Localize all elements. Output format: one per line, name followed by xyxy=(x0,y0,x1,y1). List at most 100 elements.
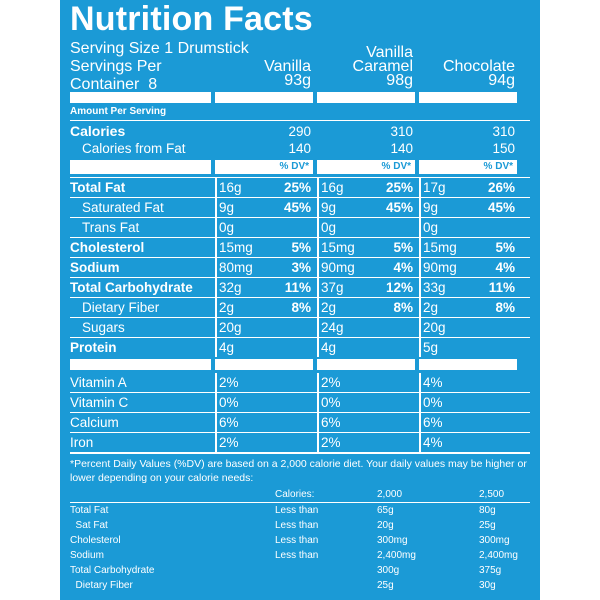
nutrient-row: Sodium 80mg 3% 90mg 4% 90mg 4% xyxy=(70,257,530,277)
nutrient-cell: 17g 26% xyxy=(419,178,519,197)
vitamin-row: Calcium 6% 6% 6% xyxy=(70,413,530,433)
nutrient-dv: 11% xyxy=(488,280,515,295)
vitamin-cell: 6% xyxy=(419,413,519,432)
nutrient-label: Protein xyxy=(70,340,117,355)
nutrient-amount: 20g xyxy=(423,320,446,335)
nutrient-row: Protein 4g 4g 5g xyxy=(70,337,530,357)
daily-values-cell: 80g xyxy=(479,505,496,516)
nutrient-cell: 2g 8% xyxy=(419,298,519,317)
nutrient-dv: 3% xyxy=(291,260,311,275)
nutrient-amount: 0g xyxy=(423,220,439,235)
calories-fat-row: Calories from Fat 140 140 150 xyxy=(70,140,530,157)
daily-values-cell xyxy=(275,563,377,578)
dv-bar: % DV* xyxy=(419,160,517,174)
daily-values-cell: 300g xyxy=(377,565,400,576)
daily-values-row: Cholesterol Less than 300mg 300mg xyxy=(70,533,530,548)
nutrient-amount: 32g xyxy=(219,280,242,295)
nutrient-cell: 32g 11% xyxy=(215,278,315,297)
daily-values-cell: 20g xyxy=(377,520,394,531)
vitamin-row: Vitamin C 0% 0% 0% xyxy=(70,393,530,413)
divider-bar xyxy=(317,359,415,370)
nutrient-dv: 45% xyxy=(487,200,515,215)
nutrient-cell: 20g xyxy=(419,318,519,337)
daily-values-row: Sat Fat Less than 20g 25g xyxy=(70,518,530,533)
nutrient-label: Total Fat xyxy=(70,180,126,195)
daily-values-cell: 2,400mg xyxy=(377,550,416,561)
nutrient-cell: 15mg 5% xyxy=(317,238,417,257)
nutrient-dv: 25% xyxy=(283,180,311,195)
nutrient-amount: 16g xyxy=(321,180,344,195)
nutrient-cell: 90mg 4% xyxy=(419,258,519,277)
vitamin-value: 0% xyxy=(321,395,341,410)
nutrient-dv: 5% xyxy=(291,240,311,255)
daily-values-header-cell xyxy=(70,487,275,502)
nutrient-amount: 15mg xyxy=(219,240,253,255)
nutrient-amount: 2g xyxy=(321,300,337,315)
nutrient-amount: 2g xyxy=(219,300,235,315)
flavor-column-3: Chocolate 94g xyxy=(421,38,519,90)
daily-values-row: Total Carbohydrate 300g 375g xyxy=(70,563,530,578)
nutrient-cell: 24g xyxy=(317,318,417,337)
daily-values-cell: 375g xyxy=(479,565,502,576)
nutrient-cell: 0g xyxy=(215,218,315,237)
daily-values-header-cell: 2,000 xyxy=(377,489,403,500)
nutrient-cell: 16g 25% xyxy=(215,178,315,197)
nutrient-cell: 5g xyxy=(419,338,519,357)
nutrient-dv: 5% xyxy=(495,240,515,255)
nutrient-cell: 4g xyxy=(317,338,417,357)
nutrient-cell: 2g 8% xyxy=(215,298,315,317)
daily-values-row: Total Fat Less than 65g 80g xyxy=(70,503,530,518)
calories-fat-value: 140 xyxy=(288,141,311,156)
nutrient-label: Total Carbohydrate xyxy=(70,280,193,295)
vitamin-cell: 0% xyxy=(215,393,315,412)
vitamin-label: Iron xyxy=(70,435,94,450)
calories-fat-value: 150 xyxy=(492,141,515,156)
nutrient-row: Cholesterol 15mg 5% 15mg 5% 15mg 5% xyxy=(70,237,530,257)
flavor-weight: 98g xyxy=(386,72,413,89)
flavor-weight: 93g xyxy=(284,72,311,89)
nutrient-cell: 90mg 4% xyxy=(317,258,417,277)
vitamin-value: 2% xyxy=(219,435,239,450)
nutrient-amount: 17g xyxy=(423,180,446,195)
label-title: Nutrition Facts xyxy=(70,0,313,38)
dv-header-row: % DV* % DV* % DV* xyxy=(70,160,530,174)
serving-header: Serving Size 1 Drumstick Servings Per Co… xyxy=(70,38,530,93)
footnote: *Percent Daily Values (%DV) are based on… xyxy=(70,458,527,484)
nutrient-dv: 4% xyxy=(495,260,515,275)
nutrient-amount: 0g xyxy=(219,220,235,235)
nutrient-label: Dietary Fiber xyxy=(82,300,160,315)
vitamin-cell: 0% xyxy=(419,393,519,412)
vitamin-row: Vitamin A 2% 2% 4% xyxy=(70,373,530,393)
nutrient-amount: 80mg xyxy=(219,260,253,275)
calories-value: 310 xyxy=(390,124,413,139)
calories-fat-label: Calories from Fat xyxy=(82,141,186,156)
daily-values-cell: 2,400mg xyxy=(479,550,518,561)
nutrient-dv: 26% xyxy=(487,180,515,195)
flavor-column-1: Vanilla 93g xyxy=(217,38,315,90)
nutrient-cell: 15mg 5% xyxy=(419,238,519,257)
nutrient-amount: 9g xyxy=(321,200,337,215)
flavor-name: Vanilla xyxy=(264,58,311,75)
nutrient-row: Sugars 20g 24g 20g xyxy=(70,317,530,337)
nutrient-cell: 9g 45% xyxy=(419,198,519,217)
vitamins-table: Vitamin A 2% 2% 4% Vitamin C 0% 0% 0% Calcium 6% 6… xyxy=(70,373,530,453)
servings-per-line1: Servings Per xyxy=(70,58,162,75)
calories-value: 290 xyxy=(288,124,311,139)
nutrient-row: Saturated Fat 9g 45% 9g 45% 9g 45% xyxy=(70,197,530,217)
daily-values-cell: 25g xyxy=(377,580,394,591)
vitamin-cell: 6% xyxy=(215,413,315,432)
vitamin-value: 6% xyxy=(219,415,239,430)
divider xyxy=(70,120,530,121)
nutrient-dv: 25% xyxy=(385,180,413,195)
daily-values-cell xyxy=(275,578,377,593)
nutrient-cell: 0g xyxy=(317,218,417,237)
flavor-weight: 94g xyxy=(488,72,515,89)
daily-values-cell: 300mg xyxy=(479,535,510,546)
daily-values-cell: Cholesterol xyxy=(70,535,121,546)
nutrient-amount: 9g xyxy=(423,200,439,215)
nutrient-dv: 4% xyxy=(393,260,413,275)
nutrient-amount: 24g xyxy=(321,320,344,335)
dv-header: % DV* xyxy=(483,161,513,172)
divider-bar xyxy=(215,92,313,103)
nutrient-row: Total Fat 16g 25% 16g 25% 17g 26% xyxy=(70,177,530,197)
